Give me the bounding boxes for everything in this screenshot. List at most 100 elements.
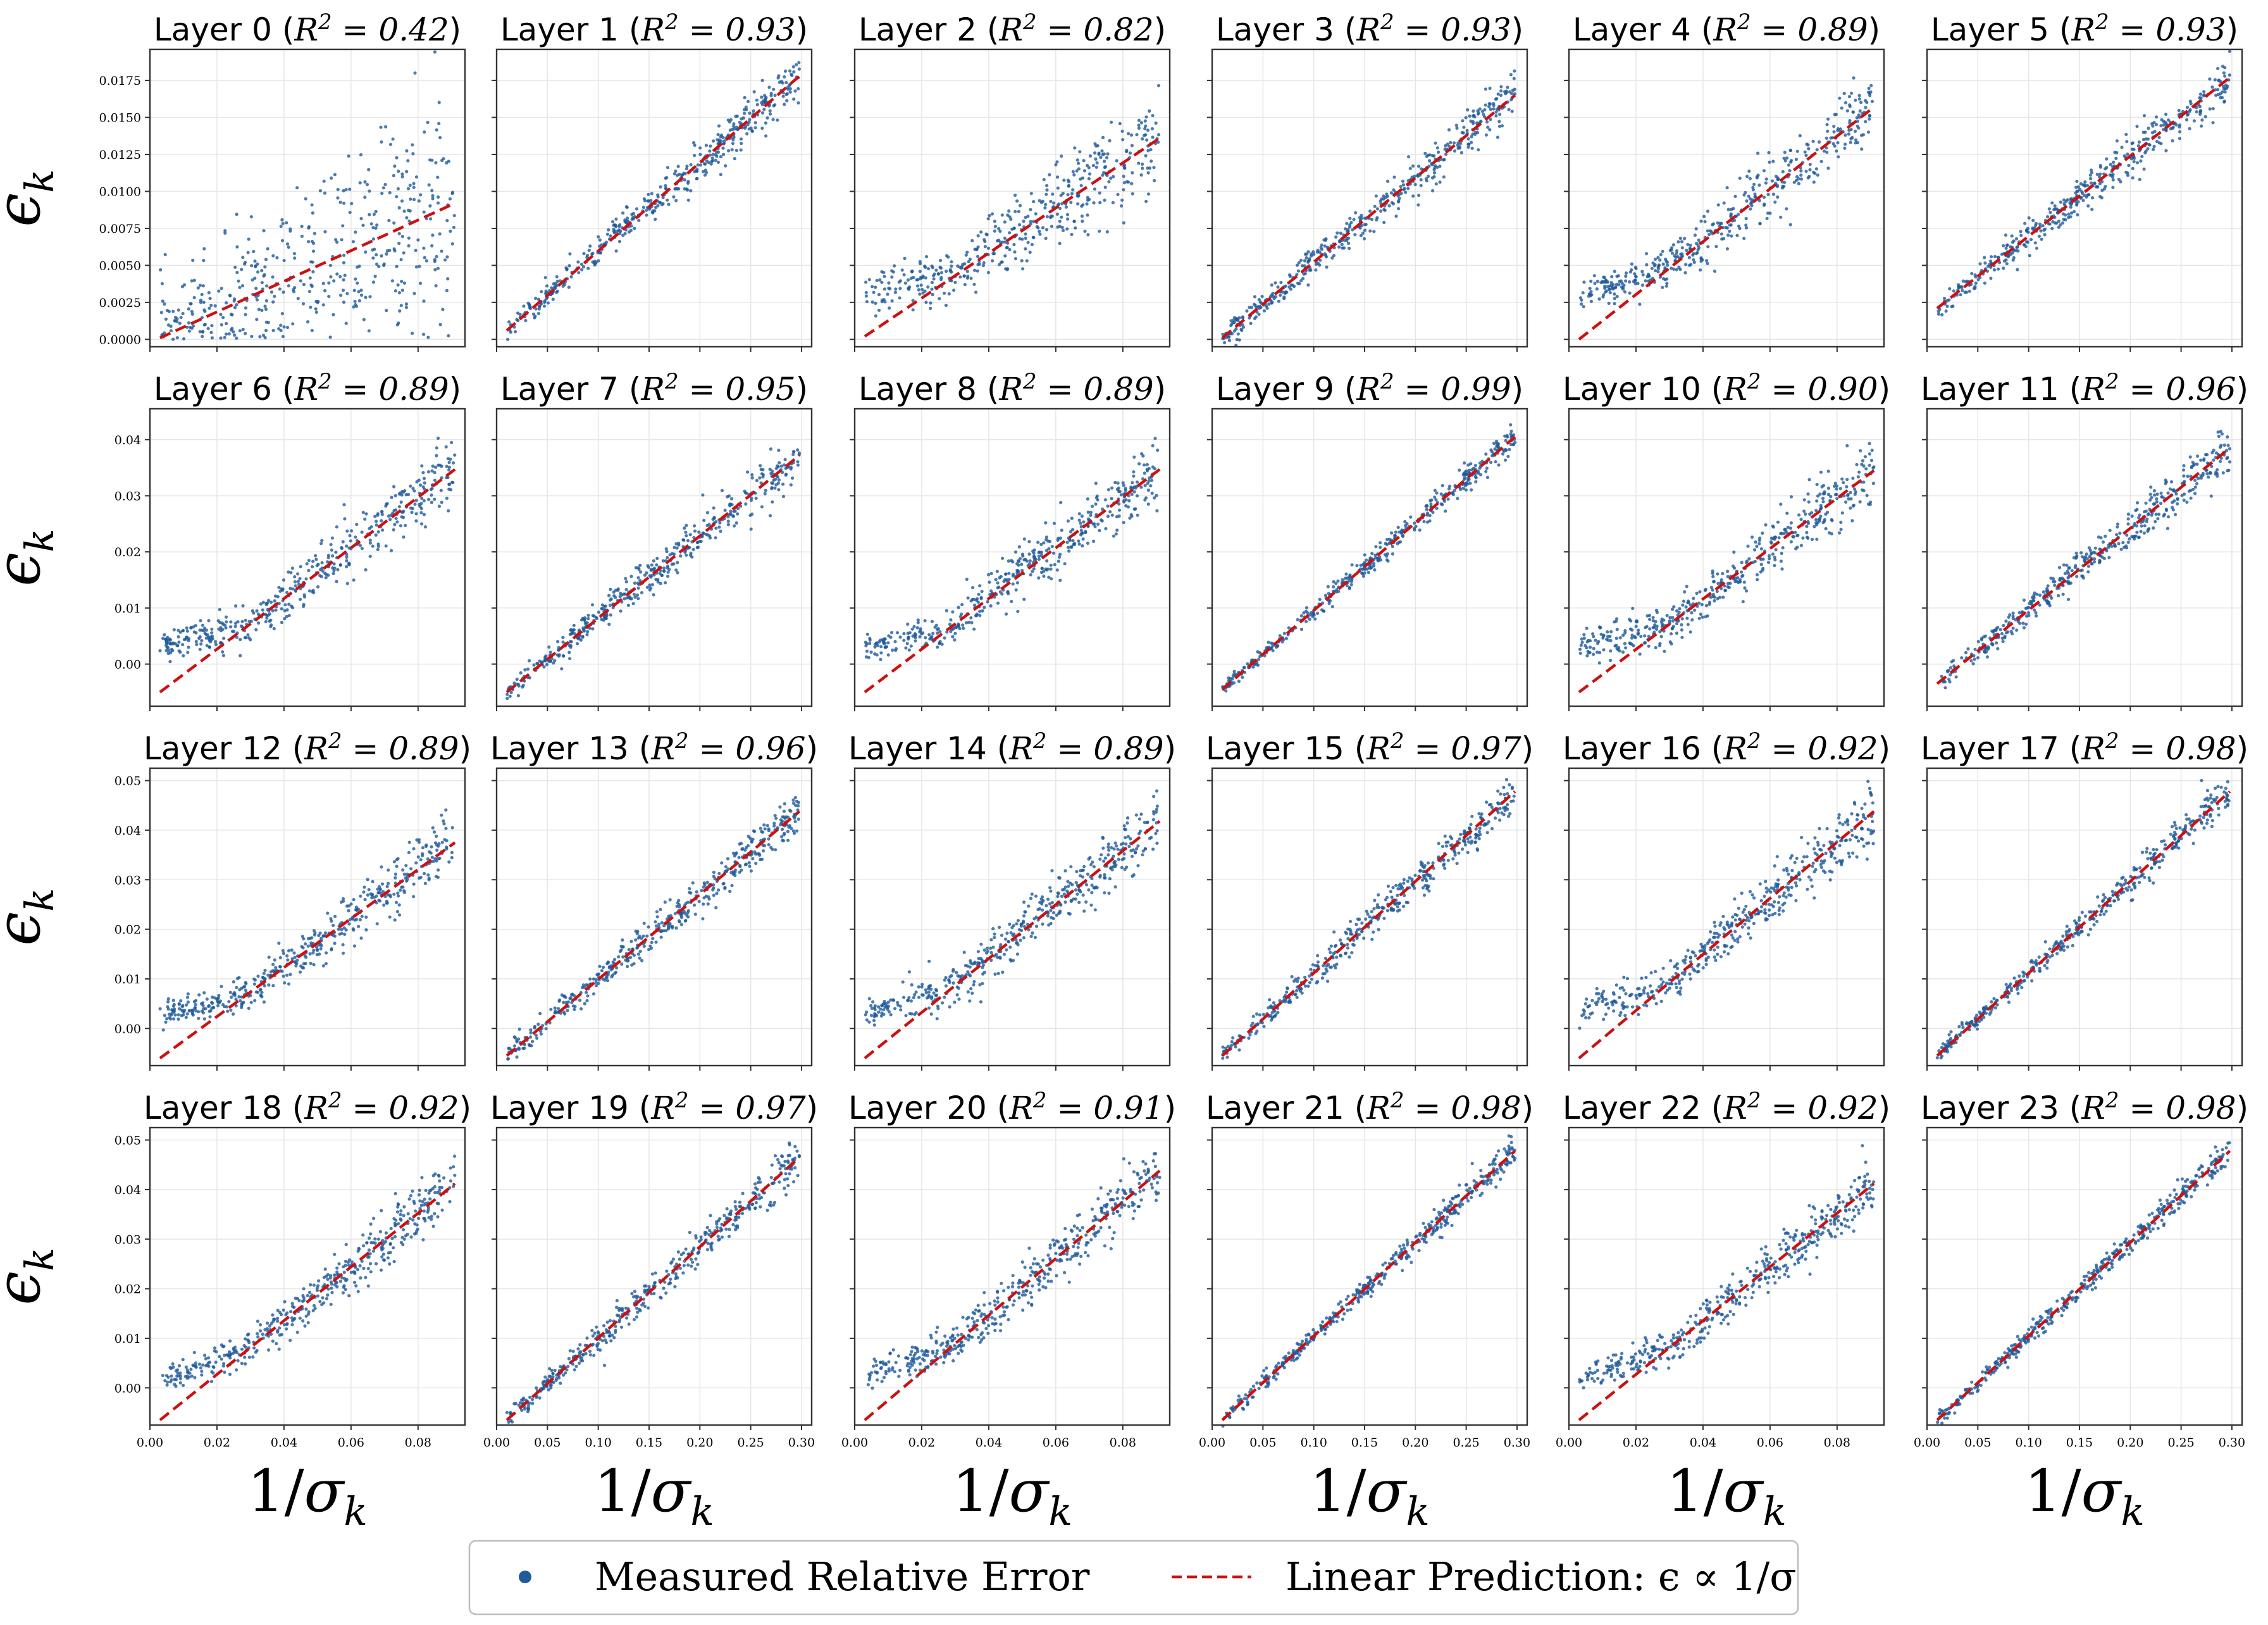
data-point <box>661 202 665 206</box>
data-point <box>1007 592 1010 595</box>
data-point <box>438 232 442 236</box>
data-point <box>1143 127 1147 130</box>
panel-title-layer: Layer 3 ( <box>1216 11 1357 48</box>
data-point <box>2039 229 2043 233</box>
data-point <box>536 297 541 301</box>
data-point <box>790 476 795 480</box>
data-point <box>313 232 316 235</box>
data-point <box>341 289 345 292</box>
data-point <box>1287 626 1291 630</box>
data-point <box>783 69 788 73</box>
data-point <box>1942 296 1947 301</box>
data-point <box>1757 183 1761 187</box>
data-point <box>887 634 891 638</box>
data-point <box>1665 261 1670 265</box>
data-point <box>638 570 643 574</box>
data-point <box>2140 154 2144 158</box>
data-point <box>241 604 245 608</box>
data-point <box>1117 490 1121 494</box>
data-point <box>556 640 560 644</box>
data-point <box>579 618 584 622</box>
data-point <box>1434 141 1437 145</box>
data-point <box>414 499 418 502</box>
data-point <box>649 586 653 590</box>
data-point <box>1470 146 1474 150</box>
data-point <box>727 149 731 153</box>
data-point <box>693 143 697 147</box>
data-point <box>1101 135 1105 139</box>
data-point <box>214 642 218 647</box>
data-point <box>1072 542 1076 547</box>
data-point <box>1865 101 1869 104</box>
data-point <box>280 312 284 316</box>
data-point <box>1613 302 1616 306</box>
data-point <box>660 573 664 577</box>
data-point <box>1992 268 1997 272</box>
data-point <box>516 694 521 697</box>
data-point <box>279 323 283 327</box>
data-point <box>2131 176 2135 180</box>
data-point <box>1428 499 1432 502</box>
data-point <box>936 631 939 635</box>
data-point <box>980 590 984 594</box>
data-point <box>704 144 708 147</box>
data-point <box>1071 188 1075 192</box>
data-point <box>322 179 326 183</box>
data-point <box>1589 299 1593 303</box>
data-point <box>1146 171 1150 175</box>
data-point <box>1352 218 1356 221</box>
data-point <box>683 172 687 176</box>
data-point <box>290 566 294 570</box>
data-point <box>683 187 686 191</box>
data-point <box>617 225 621 228</box>
data-point <box>531 312 536 316</box>
data-point <box>345 292 349 296</box>
data-point <box>163 633 166 637</box>
data-point <box>334 238 338 242</box>
data-point <box>450 242 454 246</box>
data-point <box>2200 124 2203 128</box>
data-point <box>1101 173 1105 177</box>
data-point <box>950 265 953 268</box>
data-point <box>1730 234 1733 238</box>
data-point <box>2098 182 2102 185</box>
data-point <box>264 258 268 261</box>
data-point <box>652 593 655 597</box>
data-point <box>1394 530 1397 534</box>
data-point <box>1776 520 1780 524</box>
data-point <box>427 183 431 187</box>
data-point <box>1153 437 1157 440</box>
data-point <box>1819 159 1823 163</box>
data-point <box>724 164 728 168</box>
data-point <box>2154 115 2159 119</box>
data-point <box>1845 444 1849 448</box>
data-point <box>332 313 335 316</box>
data-point <box>1754 540 1757 544</box>
data-point <box>1773 564 1776 568</box>
data-point <box>187 307 190 311</box>
data-point <box>619 609 623 613</box>
data-point <box>2135 125 2139 128</box>
data-point <box>652 559 655 563</box>
data-point <box>177 628 180 632</box>
data-point <box>1066 193 1070 197</box>
data-point <box>1301 277 1305 280</box>
data-point <box>320 539 324 542</box>
data-point <box>929 306 933 310</box>
data-point <box>219 336 223 340</box>
data-point <box>1696 244 1700 247</box>
data-point <box>1406 155 1411 159</box>
data-point <box>312 591 316 595</box>
data-point <box>1037 576 1041 580</box>
data-point <box>718 521 722 525</box>
data-point <box>2002 266 2005 270</box>
data-point <box>1031 570 1034 573</box>
data-point <box>869 651 873 654</box>
data-point <box>1016 609 1020 613</box>
data-point <box>225 321 228 325</box>
panel-title: Layer 0 (R2 = 0.42) <box>154 9 461 48</box>
data-point <box>1948 287 1952 290</box>
data-point <box>1136 513 1139 517</box>
data-point <box>312 241 316 246</box>
data-point <box>708 534 712 538</box>
